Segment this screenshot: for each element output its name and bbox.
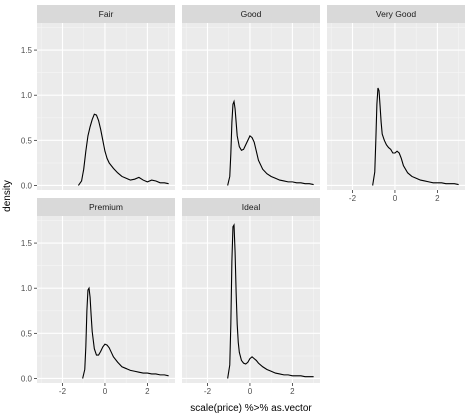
x-tick-label: 0 bbox=[393, 194, 398, 203]
facet-strip bbox=[37, 198, 175, 216]
facet-strip-label: Fair bbox=[99, 9, 114, 19]
facet-panel-good: Good bbox=[182, 5, 320, 190]
facet-strip-label: Premium bbox=[89, 202, 123, 212]
facet-panel-ideal: Ideal -2 0 2 bbox=[182, 198, 320, 396]
x-tick-label: 0 bbox=[103, 387, 108, 396]
density-line-very-good bbox=[372, 87, 459, 186]
y-tick-label: 1.0 bbox=[21, 91, 33, 100]
x-tick-label: -2 bbox=[59, 387, 67, 396]
density-line-premium bbox=[82, 286, 169, 379]
facet-panel-premium: Premium 0.0 0.5 1.0 1.5 -2 0 2 bbox=[21, 198, 175, 396]
facet-strip bbox=[182, 198, 320, 216]
x-tick-label: -2 bbox=[204, 387, 212, 396]
x-tick-label: 2 bbox=[435, 194, 440, 203]
density-line-ideal bbox=[227, 223, 314, 379]
y-tick-label: 0.5 bbox=[21, 136, 33, 145]
y-tick-label: 1.5 bbox=[21, 239, 33, 248]
facet-strip-label: Ideal bbox=[242, 202, 261, 212]
facet-strip bbox=[182, 5, 320, 23]
panel-background bbox=[37, 23, 175, 190]
panel-background bbox=[182, 23, 320, 190]
density-line-good bbox=[227, 99, 314, 186]
y-tick-label: 1.5 bbox=[21, 46, 33, 55]
x-tick-label: 2 bbox=[290, 387, 295, 396]
x-tick-label: 2 bbox=[145, 387, 150, 396]
y-tick-label: 0.5 bbox=[21, 329, 33, 338]
facet-panel-very-good: Very Good -2 0 2 bbox=[327, 5, 465, 203]
facet-strip bbox=[327, 5, 465, 23]
x-tick-label: -2 bbox=[349, 194, 357, 203]
y-tick-label: 0.0 bbox=[21, 181, 33, 190]
facet-strip bbox=[37, 5, 175, 23]
x-tick-label: 0 bbox=[248, 387, 253, 396]
facet-strip-label: Good bbox=[241, 9, 262, 19]
y-tick-label: 1.0 bbox=[21, 284, 33, 293]
y-axis-title: density bbox=[2, 180, 13, 212]
facet-strip-label: Very Good bbox=[376, 9, 416, 19]
x-axis-title: scale(price) %>% as.vector bbox=[190, 403, 312, 414]
density-line-fair bbox=[77, 113, 169, 186]
y-tick-label: 0.0 bbox=[21, 374, 33, 383]
panel-background bbox=[327, 23, 465, 190]
panel-background bbox=[182, 216, 320, 383]
panel-background bbox=[37, 216, 175, 383]
facet-panel-fair: Fair 0.0 0.5 1.0 1.5 bbox=[21, 5, 175, 190]
